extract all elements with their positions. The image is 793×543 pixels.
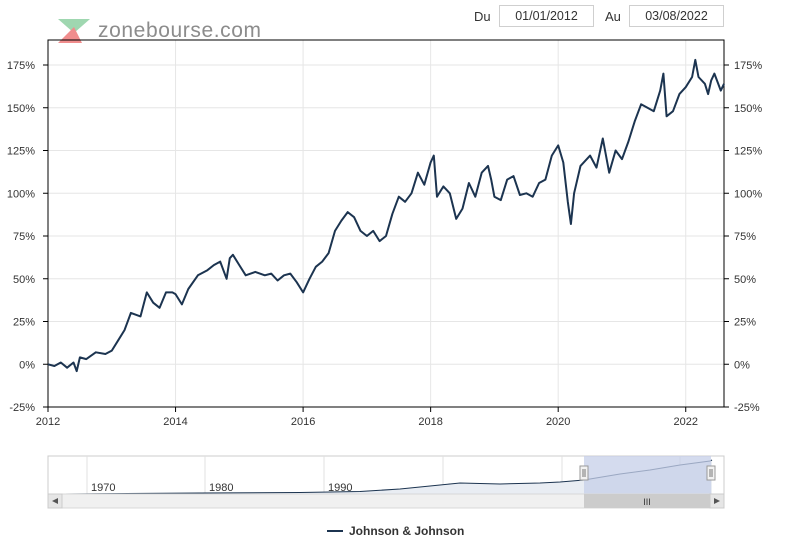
navigator-scrollbar-thumb[interactable] [584, 494, 711, 508]
x-tick-label: 2022 [673, 416, 697, 428]
legend-line-marker [327, 530, 343, 532]
y-tick-label-left: 25% [13, 317, 35, 329]
y-tick-label-right: -25% [734, 402, 760, 414]
arrow-left-icon [52, 498, 58, 504]
chart-legend[interactable]: Johnson & Johnson [327, 524, 464, 538]
plot-frame [47, 39, 725, 408]
y-tick-label-left: 150% [7, 103, 35, 115]
logo-text: zonebourse.com [98, 19, 262, 42]
x-tick-label: 2014 [163, 416, 187, 428]
y-tick-label-right: 100% [734, 188, 762, 200]
range-navigator[interactable]: 197019801990200020102020 III [0, 452, 793, 512]
y-tick-label-left: 100% [7, 188, 35, 200]
from-label: Du [474, 9, 491, 24]
y-tick-label-left: 75% [13, 231, 35, 243]
navigator-tick-label: 1980 [209, 482, 233, 494]
legend-label: Johnson & Johnson [349, 524, 465, 538]
x-tick-label: 2016 [291, 416, 315, 428]
vertical-grid [47, 40, 687, 407]
y-tick-label-right: 25% [734, 317, 756, 329]
x-tick-label: 2020 [546, 416, 570, 428]
y-tick-label-left: 0% [19, 359, 35, 371]
scrollbar-grip: III [643, 497, 651, 507]
navigator-selection[interactable] [584, 456, 711, 494]
x-tick-label: 2018 [418, 416, 442, 428]
y-tick-label-right: 75% [734, 231, 756, 243]
x-tick-label: 2012 [36, 416, 60, 428]
y-tick-label-left: 175% [7, 60, 35, 72]
y-tick-label-right: 50% [734, 274, 756, 286]
arrow-right-icon [714, 498, 720, 504]
series-line-johnson-johnson [47, 58, 725, 373]
y-tick-label-right: 175% [734, 60, 762, 72]
to-date-input[interactable]: 03/08/2022 [629, 5, 724, 27]
price-chart: -25% 0% 25% 50% 75% 100% 125% 150% 175% -25% 0% 25… [7, 39, 762, 428]
to-label: Au [605, 9, 621, 24]
y-axis-right: -25% 0% 25% 50% 75% 100% 125% 150% 175% [724, 60, 762, 414]
zonebourse-logo: zonebourse.com [56, 16, 262, 46]
y-tick-label-left: -25% [9, 402, 35, 414]
y-tick-label-right: 0% [734, 359, 750, 371]
navigator-left-handle[interactable] [579, 465, 589, 481]
x-axis: 2012 2014 2016 2018 2020 2022 [36, 407, 698, 428]
y-tick-label-right: 150% [734, 103, 762, 115]
from-date-input[interactable]: 01/01/2012 [499, 5, 594, 27]
y-tick-label-left: 125% [7, 146, 35, 158]
navigator-area [64, 460, 712, 494]
y-tick-label-left: 50% [13, 274, 35, 286]
y-axis-left: -25% 0% 25% 50% 75% 100% 125% 150% 175% [7, 60, 48, 414]
zonebourse-logo-icon [58, 19, 90, 43]
navigator-right-handle[interactable] [706, 465, 716, 481]
y-tick-label-right: 125% [734, 146, 762, 158]
navigator-tick-label: 1990 [328, 482, 352, 494]
navigator-tick-label: 1970 [91, 482, 115, 494]
